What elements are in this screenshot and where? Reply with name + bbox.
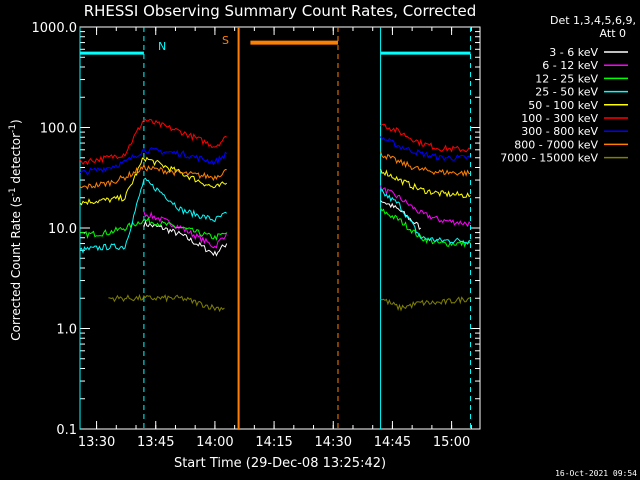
x-tick-label: 15:00 xyxy=(433,435,470,450)
series-line xyxy=(79,118,227,166)
series-line xyxy=(143,211,228,249)
legend-label: 800 - 7000 keV xyxy=(514,138,598,151)
series-lines xyxy=(79,118,471,313)
series-line xyxy=(79,156,228,206)
x-tick-label: 14:30 xyxy=(315,435,352,450)
legend-header-line2: Att 0 xyxy=(600,27,626,40)
series-line xyxy=(380,296,471,312)
x-tick-label: 14:15 xyxy=(255,435,292,450)
state-markers xyxy=(79,27,472,429)
legend-label: 12 - 25 keV xyxy=(535,72,598,85)
x-axis: 13:30 13:45 14:00 14:15 14:30 14:45 15:00 xyxy=(78,27,472,450)
night-label: N xyxy=(158,40,166,53)
legend-label: 100 - 300 keV xyxy=(521,112,598,125)
series-line xyxy=(79,216,227,242)
series-line xyxy=(79,147,228,176)
series-line xyxy=(380,168,471,199)
y-tick-label: 10.0 xyxy=(48,222,77,237)
series-line xyxy=(380,136,471,162)
legend-label: 50 - 100 keV xyxy=(528,99,598,112)
series-line xyxy=(380,200,422,230)
y-tick-label: 1000.0 xyxy=(32,21,78,36)
y-tick-label: 0.1 xyxy=(56,423,77,438)
x-tick-label: 13:30 xyxy=(78,435,115,450)
series-line xyxy=(380,123,471,153)
series-line xyxy=(79,163,227,190)
series-line xyxy=(380,189,471,244)
series-line xyxy=(108,293,225,313)
series-line xyxy=(380,207,471,248)
x-tick-label: 14:45 xyxy=(374,435,411,450)
y-axis: 0.1 1.0 10.0 100.0 1000.0 xyxy=(32,21,480,438)
series-line xyxy=(380,151,471,177)
legend-label: 6 - 12 keV xyxy=(542,59,598,72)
x-tick-label: 13:45 xyxy=(137,435,174,450)
x-axis-label: Start Time (29-Dec-08 13:25:42) xyxy=(174,456,386,471)
series-line xyxy=(143,219,228,257)
saa-label: S xyxy=(222,34,229,47)
timestamp: 16-Oct-2021 09:54 xyxy=(555,469,637,478)
y-tick-label: 1.0 xyxy=(56,323,77,338)
legend-header-line1: Det 1,3,4,5,6,9, xyxy=(550,14,636,27)
y-axis-label: Corrected Count Rate (s-1 detector-1) xyxy=(8,119,23,340)
state-bars xyxy=(80,40,471,55)
legend-label: 25 - 50 keV xyxy=(535,86,598,99)
chart-title: RHESSI Observing Summary Count Rates, Co… xyxy=(84,2,477,20)
legend-label: 300 - 800 keV xyxy=(521,125,598,138)
y-tick-label: 100.0 xyxy=(40,122,77,137)
x-tick-label: 14:00 xyxy=(196,435,233,450)
series-line xyxy=(79,177,227,254)
legend-label: 3 - 6 keV xyxy=(549,46,598,59)
legend-label: 7000 - 15000 keV xyxy=(500,152,598,165)
series-line xyxy=(380,185,471,228)
